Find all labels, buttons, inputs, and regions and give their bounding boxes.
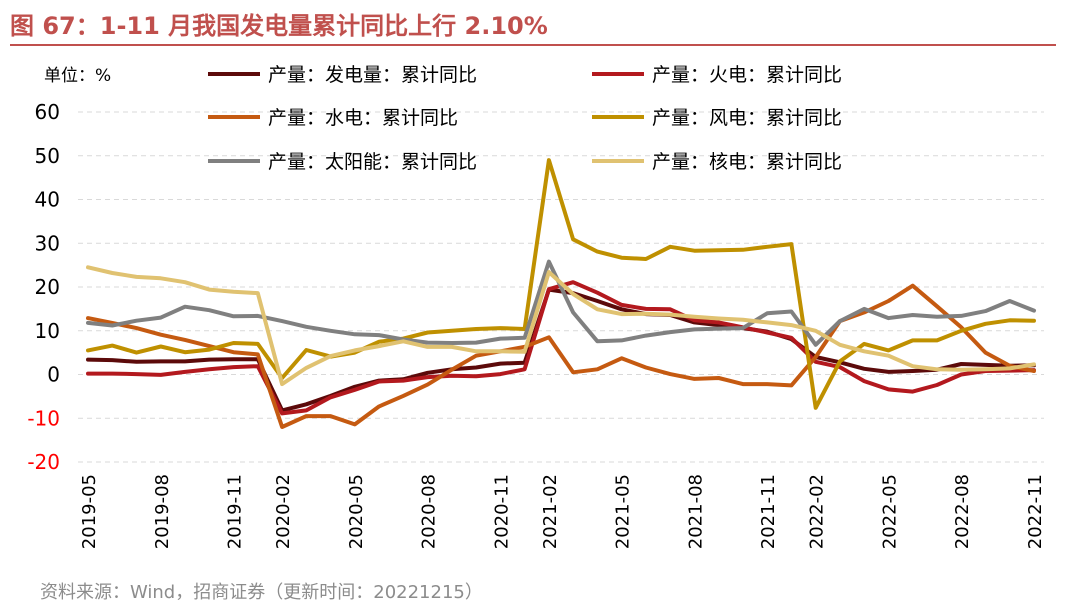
x-tick-label: 2020-05: [346, 474, 367, 549]
y-tick-label: 0: [47, 363, 60, 387]
series-line-5: [86, 259, 1036, 347]
series-line-4: [86, 158, 1036, 410]
legend-item: 产量：火电：累计同比: [592, 64, 842, 86]
y-tick-label: 30: [35, 231, 60, 255]
y-tick-label: 10: [35, 319, 60, 343]
x-axis-ticks: 2019-05 2019-08 2019-11 2020-02 2020-05 2020-…: [79, 474, 1046, 549]
x-tick-label: 2021-02: [540, 474, 561, 549]
y-tick-label: -10: [27, 406, 60, 430]
x-tick-label: 2022-11: [1025, 474, 1046, 549]
figure-title: 图 67：1-11 月我国发电量累计同比上行 2.10%: [10, 12, 548, 40]
legend-item: 产量：核电：累计同比: [592, 151, 842, 173]
x-tick-label: 2020-11: [491, 474, 512, 549]
legend-label: 产量：风电：累计同比: [652, 107, 842, 129]
y-axis-ticks: 60 50 40 30 20 10 0 -10 -20: [27, 100, 60, 474]
x-tick-label: 2022-08: [952, 474, 973, 549]
legend-item: 产量：风电：累计同比: [592, 107, 842, 129]
x-tick-label: 2020-02: [273, 474, 294, 549]
x-tick-label: 2019-05: [79, 474, 100, 549]
series-line-3: [86, 283, 1036, 429]
series-line-6: [86, 265, 1036, 387]
x-tick-label: 2020-08: [419, 474, 440, 549]
x-tick-label: 2022-02: [807, 474, 828, 549]
legend-label: 产量：核电：累计同比: [652, 151, 842, 173]
x-tick-label: 2021-05: [613, 474, 634, 549]
gridlines: [78, 111, 1044, 463]
x-tick-label: 2019-11: [225, 474, 246, 549]
title-divider: [10, 44, 1056, 46]
y-tick-label: 50: [35, 144, 60, 168]
y-tick-label: -20: [27, 450, 60, 474]
unit-label: 单位：%: [44, 66, 111, 86]
legend-item: 产量：水电：累计同比: [208, 107, 458, 129]
y-tick-label: 60: [35, 100, 60, 124]
legend-item: 产量：太阳能：累计同比: [208, 151, 477, 173]
y-tick-label: 40: [35, 188, 60, 212]
legend-label: 产量：水电：累计同比: [268, 107, 458, 129]
legend-label: 产量：太阳能：累计同比: [268, 151, 477, 173]
x-tick-label: 2021-08: [685, 474, 706, 549]
source-note: 资料来源：Wind，招商证券（更新时间：20221215）: [40, 582, 483, 603]
legend-item: 产量：发电量：累计同比: [208, 64, 477, 86]
legend-label: 产量：发电量：累计同比: [268, 64, 477, 86]
x-tick-label: 2021-11: [758, 474, 779, 549]
legend-label: 产量：火电：累计同比: [652, 64, 842, 86]
series-lines: [86, 158, 1036, 429]
x-tick-label: 2022-05: [879, 474, 900, 549]
y-tick-label: 20: [35, 275, 60, 299]
x-tick-label: 2019-08: [152, 474, 173, 549]
